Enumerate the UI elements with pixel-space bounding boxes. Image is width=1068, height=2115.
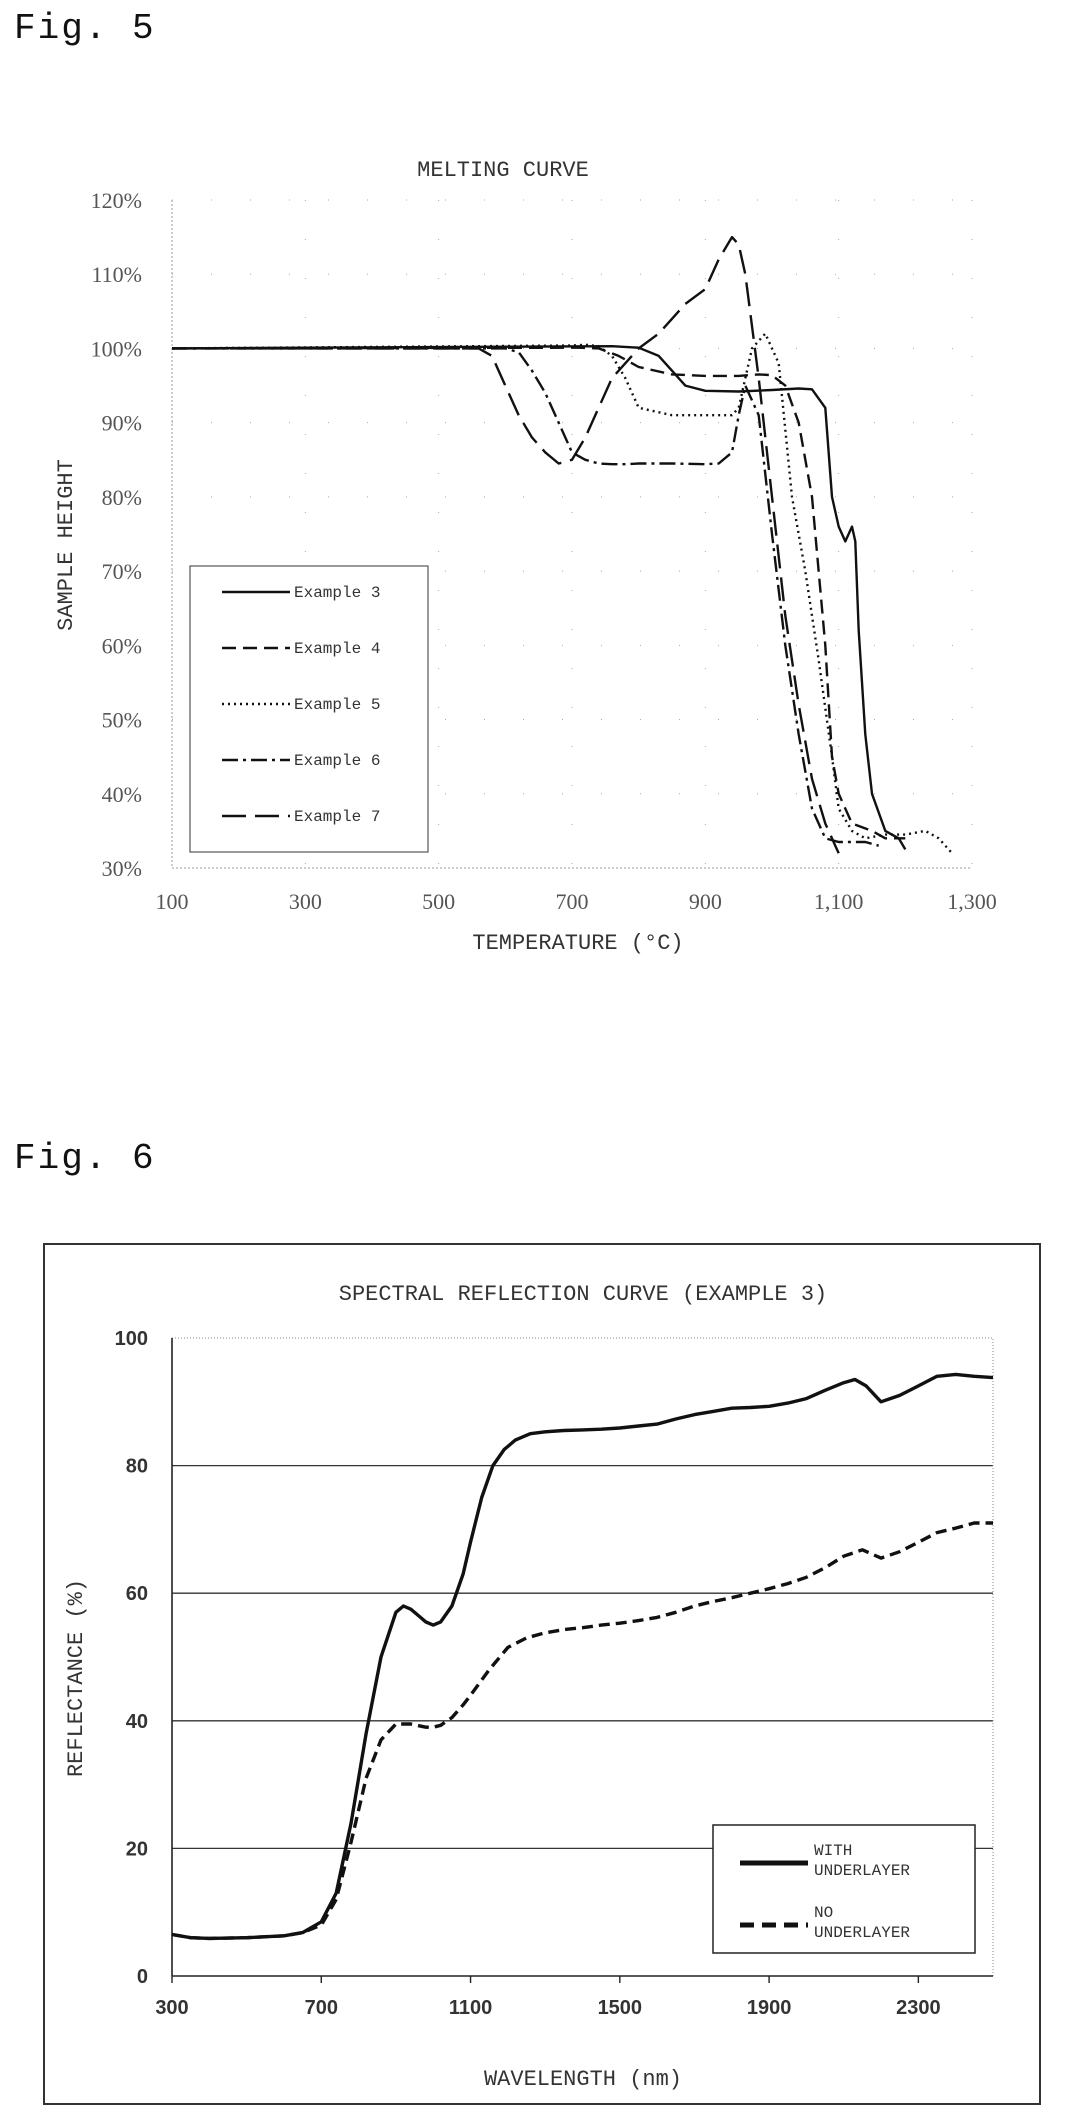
y-tick-label: 40	[126, 1711, 148, 1733]
y-tick-label: 20	[126, 1838, 148, 1860]
x-tick-label: 500	[422, 889, 455, 914]
x-tick-label: 700	[305, 1997, 338, 2019]
x-tick-label: 1,300	[947, 889, 997, 914]
y-axis-label: SAMPLE HEIGHT	[54, 459, 79, 631]
y-tick-label: 60%	[102, 633, 142, 658]
spectral-reflection-chart: SPECTRAL REFLECTION CURVE (EXAMPLE 3) 0 2…	[43, 1243, 1041, 2105]
y-axis-label: REFLECTANCE (%)	[64, 1579, 89, 1777]
y-tick-label: 110%	[91, 262, 142, 287]
x-tick-label: 900	[689, 889, 722, 914]
y-tick-label: 30%	[102, 856, 142, 881]
y-tick-label: 100	[115, 1328, 148, 1350]
legend-label: Example 6	[294, 752, 380, 770]
x-tick-label: 100	[156, 889, 189, 914]
legend-label: WITH UNDERLAYER	[814, 1842, 910, 1880]
series-line-example-6	[172, 347, 880, 847]
x-axis-label: TEMPERATURE (°C)	[472, 931, 683, 956]
x-tick-label: 1100	[449, 1997, 492, 2019]
y-tick-label: 50%	[102, 708, 142, 733]
legend-label: NO UNDERLAYER	[814, 1904, 910, 1942]
y-tick-label: 90%	[102, 411, 142, 436]
x-tick-label: 2300	[896, 1997, 941, 2019]
figure-5-label: Fig. 5	[14, 8, 156, 49]
melting-curve-chart: MELTING CURVE 30% 40% 50% 60% 70% 80% 90% 100% 1…	[54, 158, 997, 956]
x-axis-label: WAVELENGTH (nm)	[484, 2067, 682, 2092]
y-tick-label: 70%	[102, 559, 142, 584]
x-tick-label: 1500	[598, 1997, 643, 2019]
legend-label: Example 4	[294, 640, 380, 658]
chart-title: MELTING CURVE	[417, 158, 589, 183]
y-tick-label: 120%	[91, 188, 142, 213]
series-line-example-3	[171, 345, 907, 851]
legend-label: Example 7	[294, 808, 380, 826]
legend-box	[189, 565, 429, 853]
series-line-example-5	[171, 332, 953, 854]
legend: WITH UNDERLAYER NO UNDERLAYER	[712, 1824, 976, 1954]
chart-title: SPECTRAL REFLECTION CURVE (EXAMPLE 3)	[339, 1282, 827, 1307]
y-tick-label: 80	[126, 1456, 148, 1478]
x-tick-label: 1900	[747, 1997, 792, 2019]
y-tick-label: 100%	[91, 336, 142, 361]
figure-6-label: Fig. 6	[14, 1138, 156, 1179]
x-tick-label: 700	[556, 889, 589, 914]
x-tick-label: 300	[155, 1997, 188, 2019]
series-line-example-7	[172, 235, 840, 854]
figure-frame	[43, 1243, 1041, 2105]
series-line-example-4	[171, 346, 906, 840]
legend-label: Example 5	[294, 696, 380, 714]
x-tick-label: 300	[289, 889, 322, 914]
legend-label: Example 3	[294, 584, 380, 602]
series-line-no-underlayer	[171, 1521, 993, 1941]
legend-box	[712, 1824, 976, 1954]
series-line-with-underlayer	[171, 1372, 994, 1941]
x-tick-label: 1,100	[814, 889, 864, 914]
y-tick-label: 40%	[102, 782, 142, 807]
legend: Example 3 Example 4 Example 5 Example 6 Exam…	[189, 565, 429, 853]
y-tick-label: 60	[126, 1583, 148, 1605]
y-tick-label: 0	[137, 1966, 148, 1988]
y-tick-label: 80%	[102, 485, 142, 510]
